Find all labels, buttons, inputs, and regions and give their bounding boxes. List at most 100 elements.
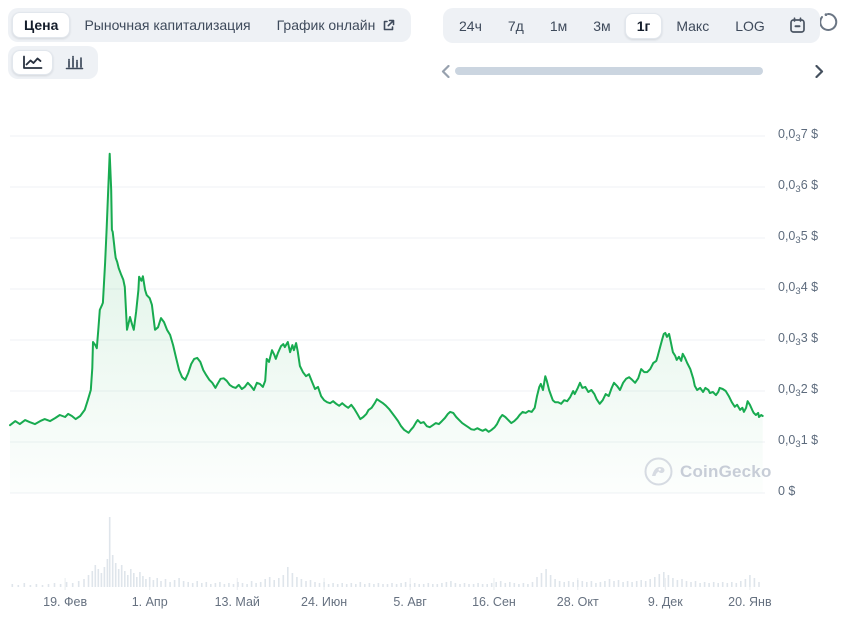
- y-axis-label: 0,034 $: [778, 280, 819, 297]
- volume-bar: [228, 583, 230, 587]
- volume-bar: [364, 584, 366, 587]
- volume-bar: [721, 582, 724, 587]
- tab-price[interactable]: Цена: [12, 12, 71, 38]
- refresh-icon[interactable]: [819, 12, 841, 33]
- volume-bar: [108, 517, 111, 587]
- volume-bar: [640, 580, 642, 587]
- volume-bar: [71, 583, 74, 587]
- range-24h[interactable]: 24ч: [447, 13, 494, 39]
- volume-bar: [210, 584, 212, 587]
- range-tabs: 24ч 7д 1м 3м 1г Макс LOG: [443, 8, 820, 43]
- volume-bar: [145, 579, 147, 587]
- volume-bar: [355, 584, 357, 587]
- volume-bar: [391, 583, 393, 587]
- volume-bar: [164, 579, 167, 587]
- volume-bar: [246, 584, 248, 587]
- x-axis-label: 9. Дек: [647, 595, 683, 609]
- volume-bar: [672, 578, 674, 587]
- volume-bar: [441, 583, 443, 587]
- volume-bar: [350, 583, 353, 587]
- volume-bar: [658, 574, 661, 587]
- volume-bar: [617, 580, 620, 587]
- volume-bar: [250, 581, 253, 587]
- volume-bar: [296, 577, 298, 587]
- volume-bar: [486, 584, 488, 587]
- y-axis-label: 0,036 $: [778, 178, 819, 195]
- range-label: 1г: [636, 17, 651, 34]
- volume-bar: [255, 583, 257, 587]
- volume-bar: [214, 583, 217, 587]
- volume-bar: [368, 583, 371, 587]
- volume-bar: [196, 581, 198, 587]
- volume-bar: [382, 584, 384, 587]
- chart-type-bars-button[interactable]: [55, 50, 94, 75]
- metric-tabs: Цена Рыночная капитализация График онлайн: [8, 8, 412, 42]
- range-7d[interactable]: 7д: [496, 13, 536, 39]
- volume-bar: [400, 583, 402, 587]
- volume-bar: [91, 571, 94, 587]
- calendar-button[interactable]: [779, 12, 816, 39]
- price-area-fill: [10, 153, 763, 494]
- range-1y[interactable]: 1г: [624, 12, 663, 39]
- volume-bar: [148, 577, 151, 587]
- range-label: 24ч: [459, 17, 482, 34]
- volume-bar: [106, 559, 109, 587]
- volume-bar: [613, 581, 615, 587]
- volume-bar: [17, 585, 20, 587]
- chart-type-line-button[interactable]: [12, 50, 53, 75]
- volume-bar: [182, 581, 185, 587]
- volume-bar: [11, 584, 14, 587]
- volume-bar: [142, 576, 144, 587]
- volume-bar: [53, 583, 56, 587]
- volume-bar: [259, 582, 262, 587]
- volume-bar: [300, 579, 303, 587]
- range-1m[interactable]: 1м: [538, 13, 579, 39]
- volume-bar: [124, 571, 126, 587]
- volume-bar: [169, 582, 171, 587]
- volume-bar: [581, 581, 584, 587]
- volume-bar: [454, 583, 457, 587]
- volume-bar: [694, 581, 697, 587]
- x-axis-label: 1. Апр: [131, 595, 168, 609]
- volume-bar: [29, 585, 32, 587]
- tab-market-cap[interactable]: Рыночная капитализация: [72, 12, 262, 38]
- volume-bar: [690, 582, 692, 587]
- range-label: Макс: [676, 17, 710, 34]
- volume-bar: [264, 579, 266, 587]
- volume-bar: [504, 583, 507, 587]
- volume-bar: [413, 583, 416, 587]
- scrollbar-thumb[interactable]: [455, 67, 763, 75]
- range-log[interactable]: LOG: [723, 13, 777, 39]
- volume-bar: [590, 581, 593, 587]
- tab-online-chart[interactable]: График онлайн: [265, 12, 408, 38]
- volume-bar: [373, 584, 375, 587]
- volume-bar: [468, 584, 470, 587]
- volume-bar: [427, 583, 430, 587]
- volume-bar: [577, 580, 579, 587]
- volume-bar: [241, 583, 244, 587]
- volume-bar: [536, 577, 538, 587]
- bar-chart-icon: [65, 55, 84, 70]
- volume-bar: [509, 582, 511, 587]
- volume-bar: [23, 583, 26, 587]
- range-max[interactable]: Макс: [664, 13, 721, 39]
- volume-bar: [572, 582, 574, 587]
- range-3m[interactable]: 3м: [581, 13, 622, 39]
- volume-bar: [604, 581, 606, 587]
- volume-bar: [586, 582, 588, 587]
- y-axis-label: 0,033 $: [778, 331, 819, 348]
- volume-bar: [103, 567, 106, 587]
- volume-bar: [130, 569, 132, 587]
- volume-bar: [418, 584, 420, 587]
- volume-bar: [152, 580, 155, 587]
- volume-bar: [178, 578, 180, 587]
- volume-bar: [635, 581, 638, 587]
- volume-bar: [83, 579, 85, 587]
- x-axis-label: 19. Фев: [43, 595, 88, 609]
- volume-bar: [567, 581, 570, 587]
- scroll-left-arrow[interactable]: [438, 64, 452, 78]
- scroll-right-arrow[interactable]: [812, 64, 826, 78]
- price-line[interactable]: [9, 152, 764, 434]
